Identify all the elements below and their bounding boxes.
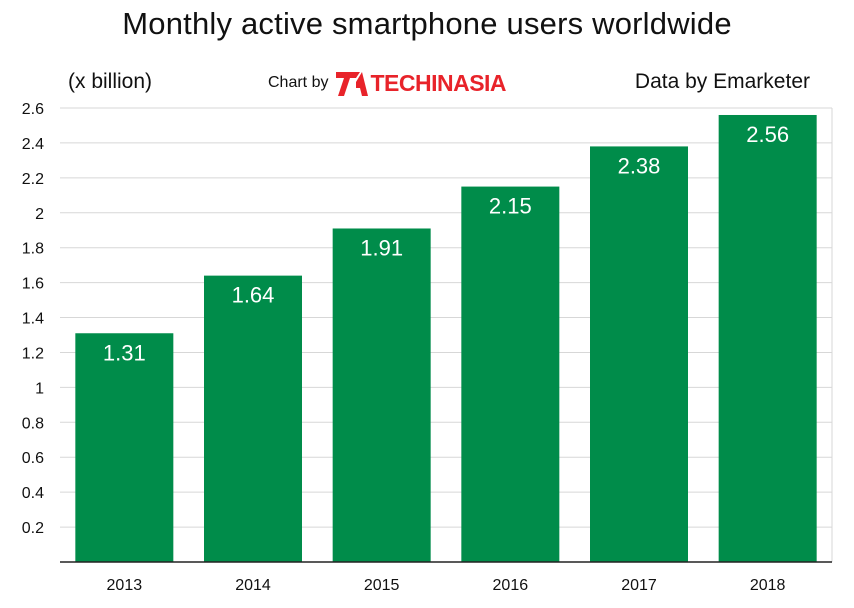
bar (332, 228, 431, 562)
x-tick-label: 2015 (364, 577, 400, 594)
data-source: Data by Emarketer (634, 70, 810, 93)
bar-value-label: 2.56 (746, 122, 789, 147)
chart-credit: Chart by TECHINASIA (268, 66, 507, 100)
x-tick-label: 2016 (493, 577, 529, 594)
brand-name: TECHINASIA (370, 69, 507, 96)
x-tick-label: 2018 (750, 577, 786, 594)
bar (75, 333, 174, 562)
chart-title: Monthly active smartphone users worldwid… (122, 6, 732, 41)
y-tick-label: 0.4 (22, 485, 44, 502)
y-tick-label: 1.8 (22, 241, 44, 258)
bar-value-label: 2.15 (489, 194, 532, 219)
bar (590, 146, 688, 562)
y-tick-label: 2.6 (22, 101, 44, 118)
y-tick-label: 1 (35, 380, 44, 397)
bar-value-label: 2.38 (618, 153, 661, 178)
y-tick-label: 0.8 (22, 415, 44, 432)
bar-value-label: 1.64 (232, 283, 275, 308)
x-tick-label: 2017 (621, 577, 657, 594)
y-tick-label: 2.2 (22, 171, 44, 188)
bar (461, 186, 560, 563)
y-tick-label: 1.2 (22, 345, 44, 362)
y-tick-label: 2 (35, 206, 44, 223)
bar (204, 275, 302, 562)
x-tick-label: 2014 (235, 577, 271, 594)
y-tick-label: 2.4 (22, 136, 44, 153)
brand-mark-icon (336, 72, 369, 96)
y-tick-label: 0.2 (22, 520, 44, 537)
bar (718, 114, 817, 562)
y-tick-label: 0.6 (22, 450, 44, 467)
x-tick-label: 2013 (107, 577, 143, 594)
credit-prefix: Chart by (268, 74, 329, 91)
y-tick-label: 1.4 (22, 311, 44, 328)
y-tick-label: 1.6 (22, 276, 44, 293)
bar-value-label: 1.91 (360, 235, 403, 260)
bar-value-label: 1.31 (103, 340, 146, 365)
brand-logo: TECHINASIA (334, 68, 507, 98)
unit-label: (x billion) (68, 70, 153, 93)
